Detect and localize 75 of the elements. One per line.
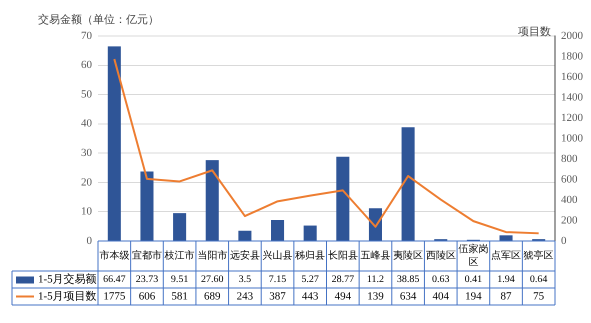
bar bbox=[336, 156, 350, 240]
y-tick-label: 60 bbox=[81, 59, 92, 72]
x-tick-label: 兴山县 bbox=[262, 250, 293, 262]
data-label: 9.51 bbox=[170, 274, 188, 286]
data-label: 27.60 bbox=[201, 274, 224, 286]
y2-tick-label: 1800 bbox=[561, 50, 584, 62]
data-label: 11.2 bbox=[366, 274, 384, 286]
data-label: 243 bbox=[236, 290, 254, 302]
y2-tick-label: 600 bbox=[561, 173, 578, 186]
bar bbox=[173, 213, 186, 240]
y2-tick-label: 400 bbox=[561, 194, 578, 206]
data-label: 75 bbox=[533, 290, 545, 302]
data-label: 634 bbox=[400, 290, 417, 302]
data-label: 38.85 bbox=[396, 274, 420, 286]
y-tick-label: 40 bbox=[81, 118, 92, 130]
data-label: 3.5 bbox=[238, 274, 252, 286]
data-label: 194 bbox=[465, 290, 482, 302]
data-label: 581 bbox=[171, 290, 188, 302]
y2-tick-label: 2000 bbox=[561, 30, 584, 42]
x-tick-label: 宜都市 bbox=[132, 250, 162, 262]
data-label: 28.77 bbox=[332, 274, 354, 286]
y-tick-label: 0 bbox=[86, 234, 92, 247]
y2-tick-label: 200 bbox=[561, 214, 578, 226]
x-tick-label: 远安县 bbox=[230, 250, 260, 262]
bar bbox=[304, 226, 317, 240]
x-tick-label: 秭归县 bbox=[295, 250, 326, 262]
y-tick-label: 10 bbox=[81, 206, 92, 218]
data-label: 1.94 bbox=[497, 274, 515, 286]
data-label: 7.15 bbox=[268, 274, 286, 286]
data-label: 1775 bbox=[103, 290, 126, 302]
x-tick-label: 当阳市 bbox=[197, 250, 228, 262]
y-tick-label: 30 bbox=[81, 147, 92, 160]
data-label: 0.41 bbox=[464, 274, 482, 286]
data-label: 0.63 bbox=[432, 274, 450, 286]
x-tick-label: 枝江市 bbox=[164, 250, 195, 262]
data-label: 443 bbox=[302, 290, 319, 302]
data-label: 5.27 bbox=[301, 274, 319, 286]
x-tick-label: 点军区 bbox=[491, 250, 522, 262]
x-tick-label: 西陵区 bbox=[426, 250, 456, 262]
data-label: 387 bbox=[269, 290, 286, 302]
data-label: 87 bbox=[500, 290, 512, 302]
bar bbox=[108, 46, 121, 240]
data-label: 606 bbox=[138, 290, 156, 302]
data-label: 689 bbox=[204, 290, 221, 302]
x-tick-label: 猇亭区 bbox=[524, 250, 554, 262]
y-tick-label: 20 bbox=[81, 176, 92, 188]
bar bbox=[140, 172, 154, 240]
y2-tick-label: 1400 bbox=[561, 91, 584, 104]
x-tick-label: 夷陵区 bbox=[393, 250, 424, 262]
bar bbox=[238, 230, 252, 240]
bar bbox=[271, 220, 284, 240]
bar bbox=[500, 235, 513, 240]
data-label: 66.47 bbox=[103, 274, 126, 286]
bar bbox=[402, 127, 415, 240]
y2-tick-label: 1600 bbox=[561, 70, 584, 83]
y2-tick-label: 800 bbox=[561, 152, 578, 165]
y2-tick-label: 1200 bbox=[561, 112, 584, 124]
y2-tick-label: 0 bbox=[561, 234, 567, 247]
x-tick-label: 市本级 bbox=[99, 250, 130, 262]
data-label: 139 bbox=[367, 290, 384, 302]
data-label: 404 bbox=[432, 290, 450, 302]
data-label: 23.73 bbox=[136, 274, 158, 286]
legend-label: 1-5月交易额 bbox=[38, 272, 97, 286]
data-label: 494 bbox=[334, 290, 352, 302]
y-axis-title: 交易金额（单位：亿元） bbox=[38, 12, 159, 26]
y2-axis-title: 项目数 bbox=[518, 26, 551, 38]
y2-tick-label: 1000 bbox=[561, 132, 584, 144]
x-tick-label: 伍家岗区 bbox=[458, 243, 488, 268]
y-tick-label: 70 bbox=[81, 30, 92, 42]
bar bbox=[206, 160, 219, 240]
x-tick-label: 长阳县 bbox=[328, 250, 358, 262]
y-tick-label: 50 bbox=[81, 88, 92, 100]
data-label: 0.64 bbox=[530, 274, 548, 286]
legend-label: 1-5月项目数 bbox=[38, 290, 97, 302]
x-tick-label: 五峰县 bbox=[360, 250, 390, 262]
